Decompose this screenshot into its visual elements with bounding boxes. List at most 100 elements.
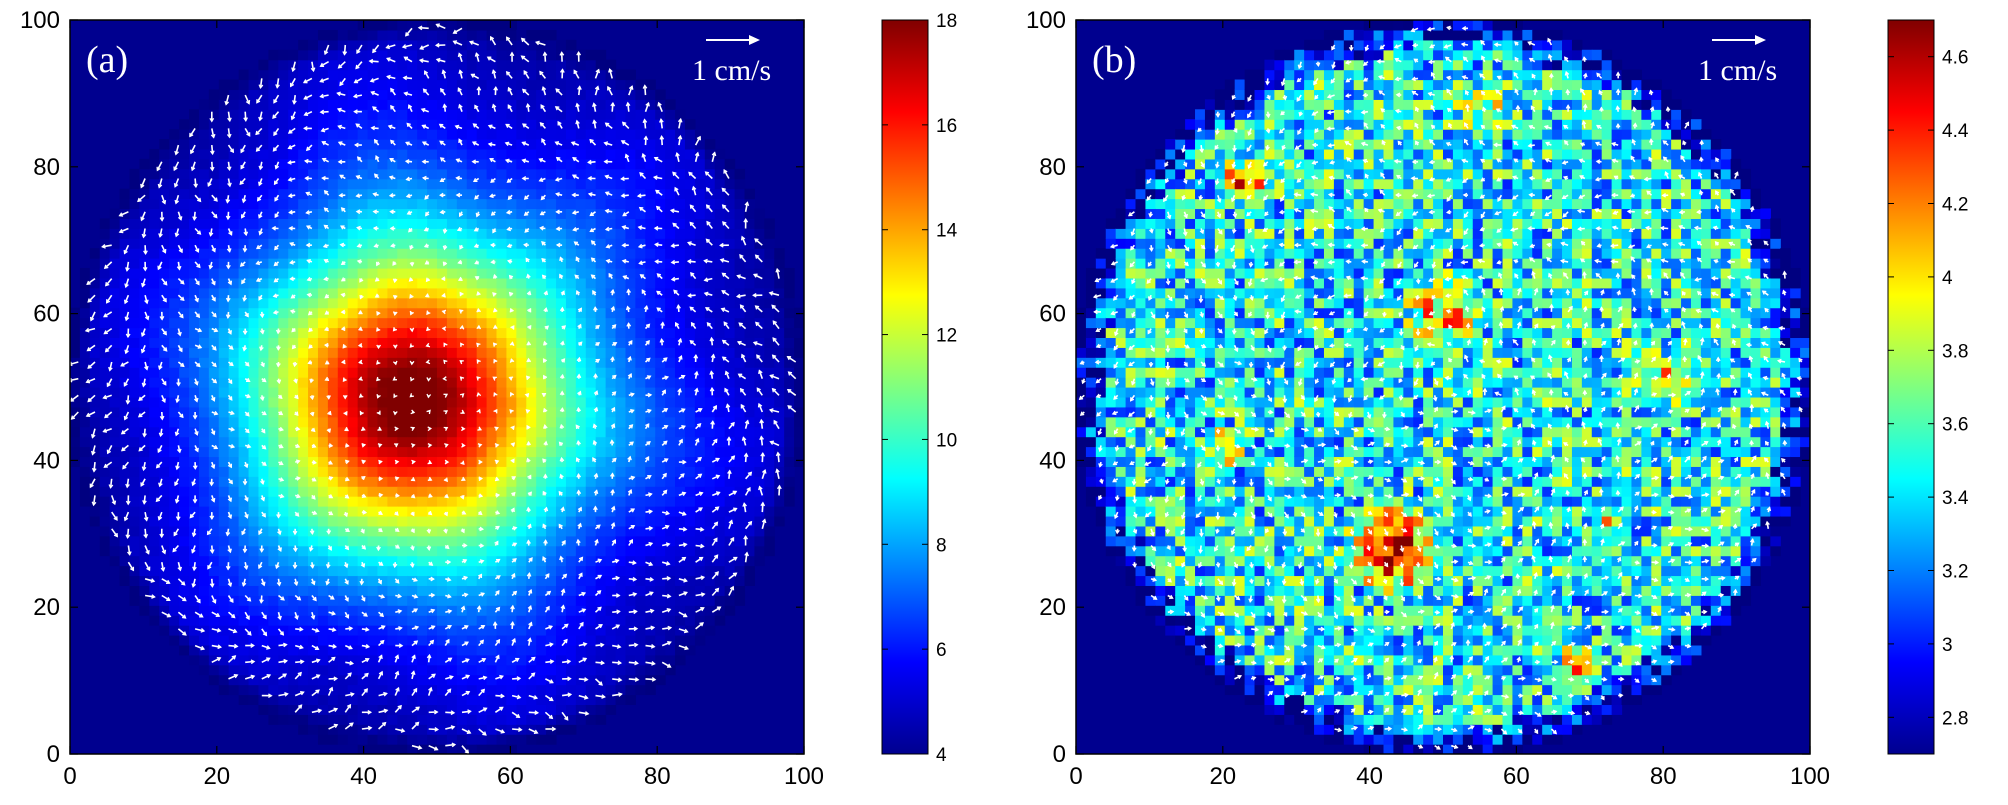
velocity-arrow-head [144,299,149,305]
heatmap-cell [367,555,379,567]
heatmap-cell [526,704,537,715]
heatmap-cell [456,515,468,527]
heatmap-cell [119,396,131,408]
velocity-arrow-head [142,433,147,438]
heatmap-cell [159,525,170,537]
velocity-arrow-head [208,232,214,237]
heatmap-cell [575,694,587,706]
heatmap-cell [486,258,498,269]
velocity-arrow-head [209,166,215,172]
heatmap-cell [367,387,379,398]
velocity-arrow [120,361,129,367]
heatmap-cell [377,387,389,398]
heatmap-cell [506,585,517,596]
heatmap-cell [367,287,379,299]
heatmap-cell [387,694,398,706]
heatmap-cell [228,148,240,160]
heatmap-cell [546,357,557,368]
heatmap-cell [546,377,557,388]
heatmap-cell [228,119,240,130]
heatmap-cell [377,416,389,428]
heatmap-cell [565,69,577,81]
heatmap-cell [714,486,726,497]
heatmap-cell [347,109,359,120]
heatmap-cell [198,506,210,517]
heatmap-cell [387,109,398,120]
heatmap-cell [248,119,260,130]
heatmap-cell [347,734,359,745]
heatmap-cell [327,406,339,418]
heatmap-cell [159,436,170,448]
heatmap-cell [397,347,408,358]
heatmap-cell [417,416,428,428]
velocity-arrow [142,228,146,238]
heatmap-cell [159,208,170,219]
heatmap-cell [466,287,478,299]
heatmap-cell [694,575,706,586]
velocity-arrow [211,145,214,154]
velocity-arrow-head [227,497,233,503]
heatmap-cell [704,555,716,567]
heatmap-cell [466,684,478,696]
heatmap-cell [536,79,547,91]
heatmap-cell [238,357,250,368]
heatmap-cell [367,396,379,408]
heatmap-cell [615,615,627,626]
heatmap-cell [377,426,389,438]
heatmap-cell [655,317,666,329]
heatmap-cell [387,535,398,547]
heatmap-cell [238,377,250,388]
heatmap-cell [347,515,359,527]
heatmap-cell [417,426,428,438]
heatmap-cell [179,456,190,467]
heatmap-cell [347,535,359,547]
heatmap-cell [684,396,696,408]
heatmap-cell [466,267,478,279]
velocity-arrow-head [91,467,97,473]
heatmap-cell [317,486,329,497]
heatmap-cell [387,287,398,299]
heatmap-cell [387,506,398,517]
heatmap-cell [615,129,627,140]
heatmap-cell [486,456,498,467]
heatmap-cell [605,416,617,428]
velocity-arrow [227,111,231,122]
heatmap-cell [179,416,190,428]
heatmap-cell [476,575,488,586]
heatmap-cell [516,158,527,170]
heatmap-cell [496,625,508,636]
heatmap-cell [585,387,597,398]
heatmap-cell [268,357,279,368]
heatmap-cell [268,714,279,725]
heatmap-cell [437,347,448,358]
heatmap-cell [486,575,498,586]
heatmap-cell [506,466,517,477]
heatmap-cell [119,545,131,557]
velocity-arrow-head [123,415,129,421]
heatmap-cell [516,446,527,458]
heatmap-cell [218,347,230,358]
heatmap-cell [556,704,567,715]
velocity-arrow-head [179,413,184,419]
heatmap-cell [526,684,537,696]
heatmap-cell [298,555,309,567]
heatmap-cell [665,347,676,358]
heatmap-cell [159,258,170,269]
heatmap-cell [278,506,289,517]
heatmap-cell [486,714,498,725]
heatmap-cell [179,267,190,279]
heatmap-cell [635,367,646,378]
heatmap-cell [377,525,389,537]
heatmap-cell [367,158,379,170]
heatmap-cell [99,466,111,477]
heatmap-cell [268,198,279,210]
heatmap-cell [367,565,379,577]
velocity-arrow-head [105,282,110,287]
velocity-arrow-head [126,551,132,556]
heatmap-cell [268,664,279,676]
heatmap-cell [238,139,250,150]
heatmap-cell [704,208,716,219]
heatmap-cell [238,406,250,418]
heatmap-cell [655,406,666,418]
velocity-arrow [161,244,167,253]
